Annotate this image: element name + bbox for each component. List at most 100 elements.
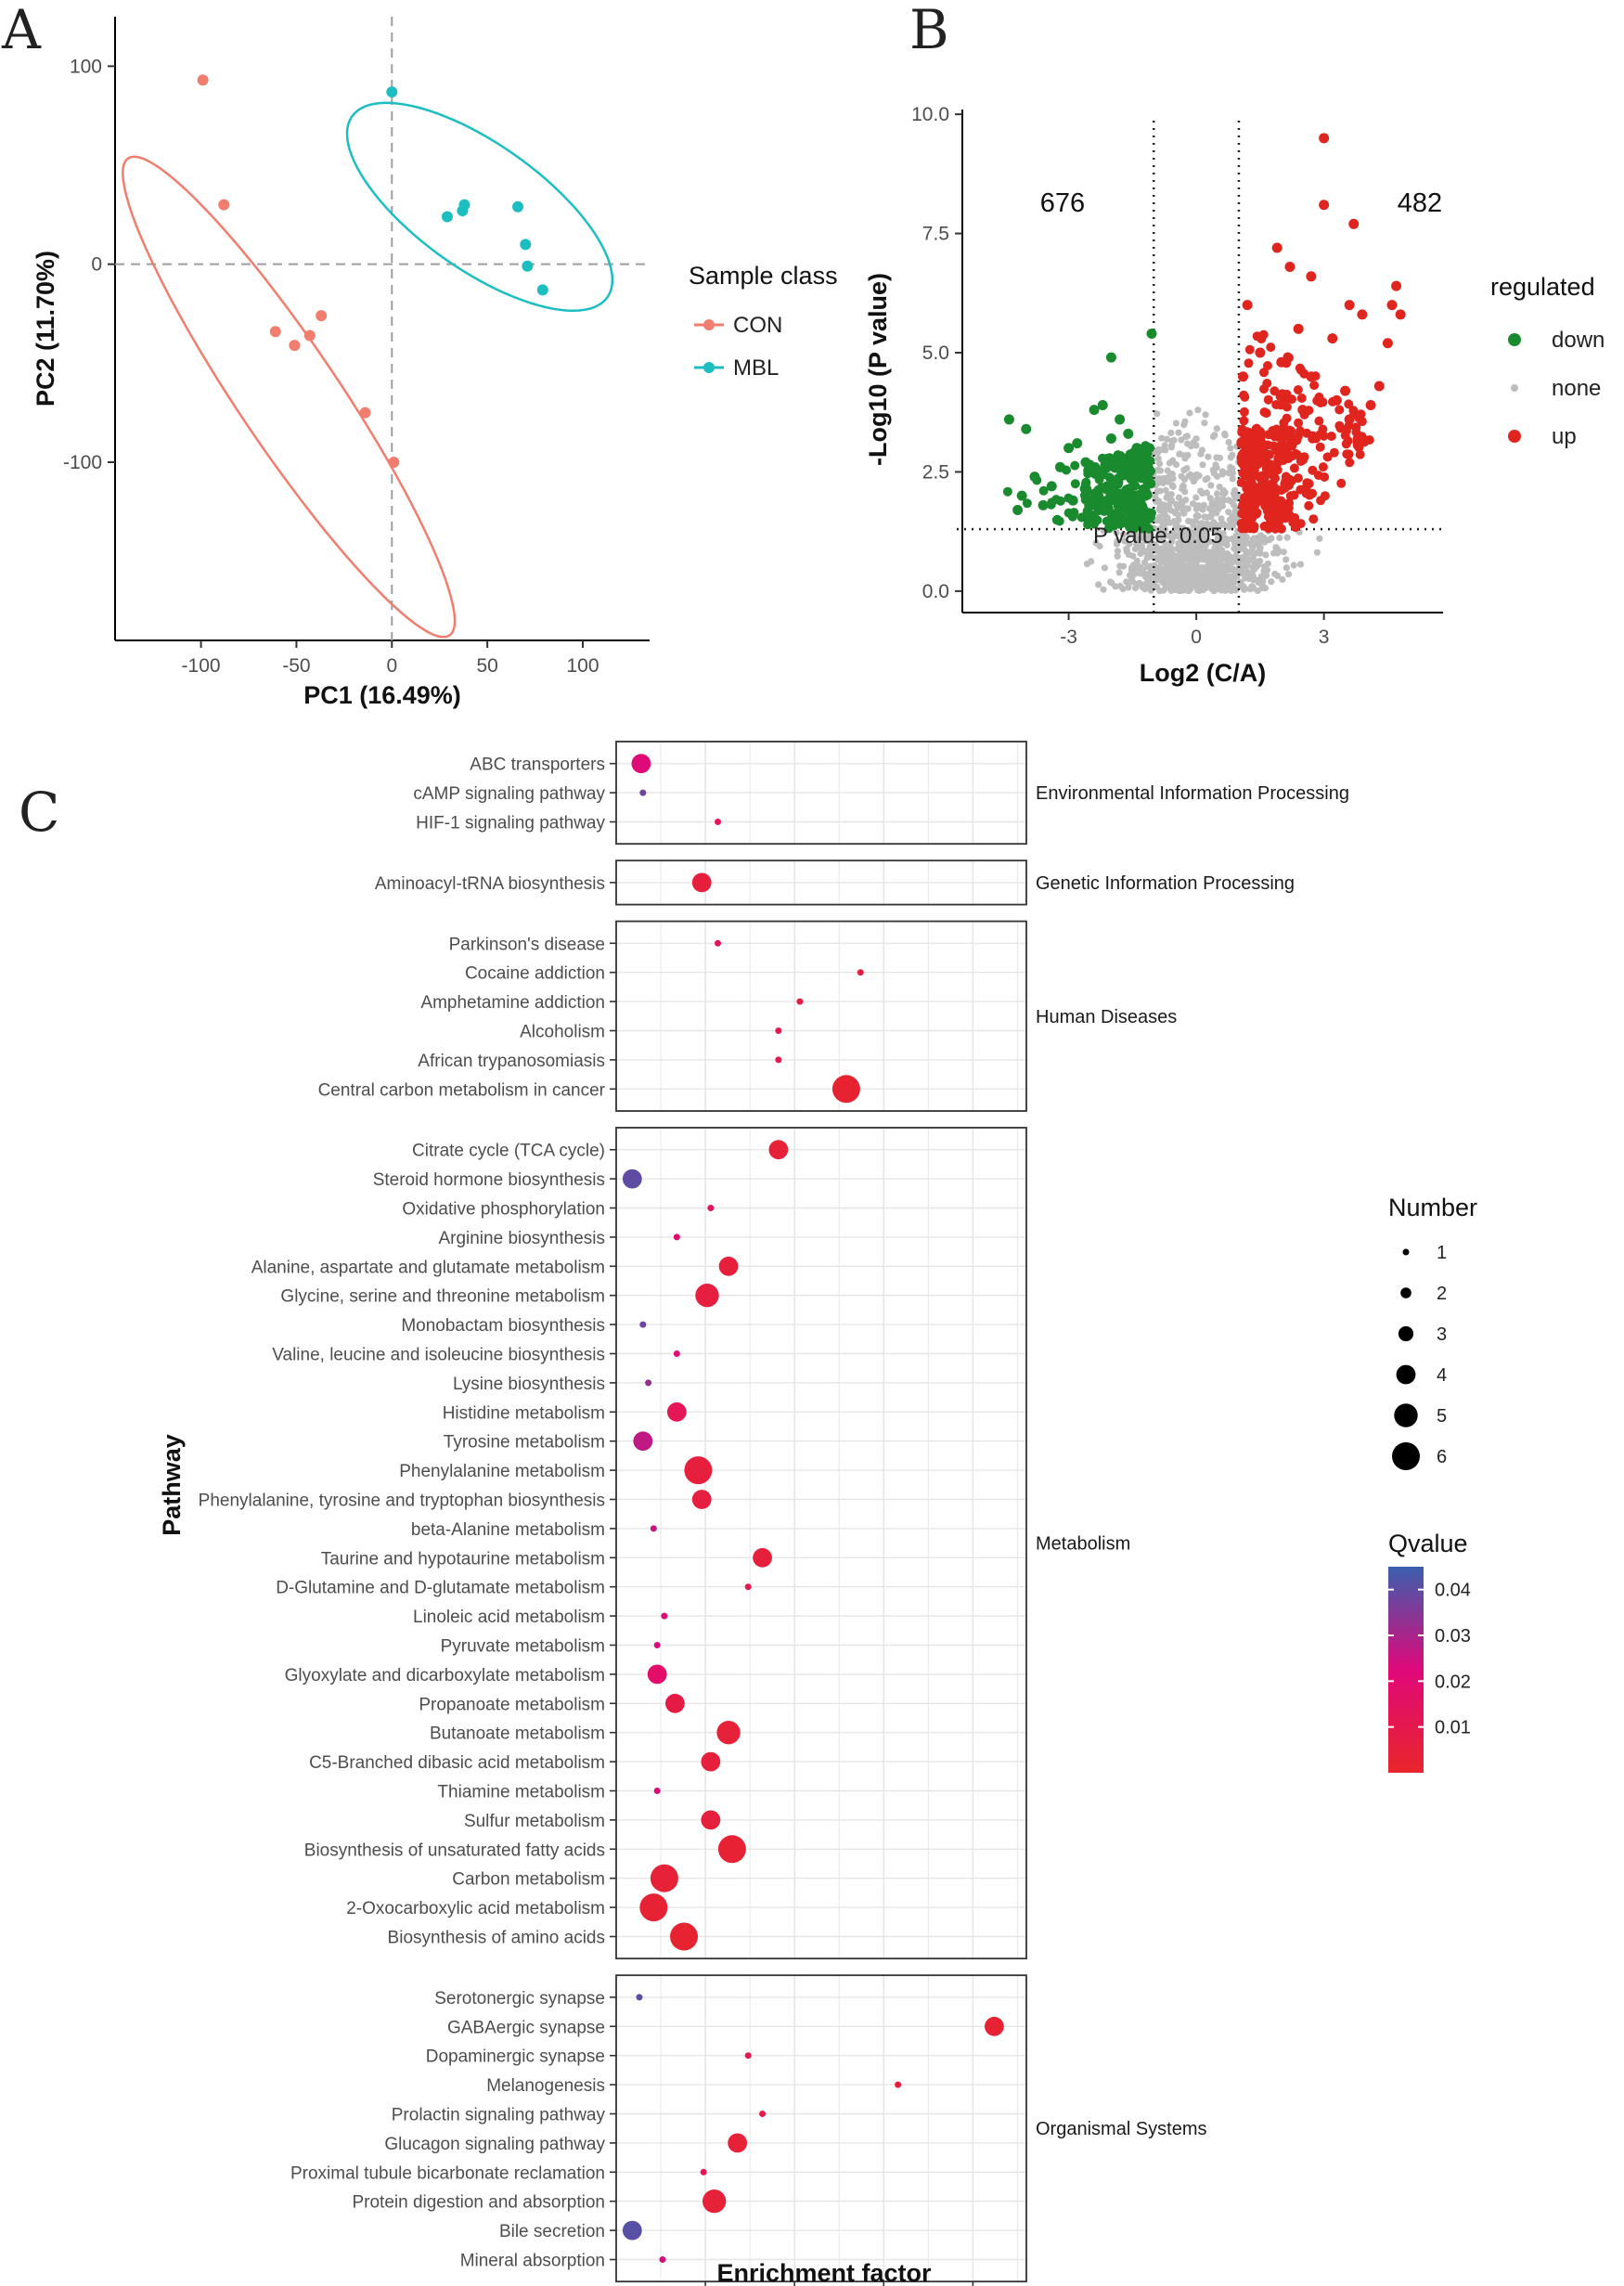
pathway-bubble: [728, 2133, 748, 2153]
volcano-point-none: [1200, 501, 1207, 509]
volcano-point-down: [1131, 443, 1142, 454]
volcano-point-none: [1268, 535, 1275, 542]
volcano-point-none: [1113, 540, 1121, 548]
pca-point-mbl: [520, 239, 532, 251]
volcano-point-none: [1205, 537, 1213, 546]
volcano-point-up: [1266, 489, 1276, 499]
volcano-point-up: [1293, 385, 1303, 394]
volcano-point-up: [1309, 381, 1320, 391]
volcano-point-down: [1085, 510, 1096, 521]
pathway-bubble: [691, 872, 712, 893]
volcano-point-none: [1253, 576, 1260, 584]
volcano-point-none: [1095, 581, 1102, 588]
pca-plot: -100 -50 0 50 100 -100 0 100 PC1 (16.49%) PC2 (…: [32, 17, 838, 709]
volcano-point-up: [1334, 405, 1345, 415]
pathway-bubble: [666, 1401, 687, 1422]
volcano-point-none: [1152, 493, 1159, 500]
size-legend-label: 3: [1437, 1324, 1447, 1345]
volcano-point-none: [1226, 516, 1233, 523]
pathway-bubble: [673, 1350, 680, 1357]
volcano-point-down: [1055, 496, 1065, 506]
volcano-point-up: [1277, 432, 1287, 442]
volcano-point-none: [1313, 549, 1321, 556]
volcano-point-none: [1231, 545, 1238, 552]
volcano-point-up: [1244, 462, 1255, 472]
size-legend-key: [1396, 1364, 1416, 1385]
volcano-point-up: [1259, 384, 1269, 394]
volcano-point-none: [1163, 541, 1170, 549]
volcano-point-up: [1340, 385, 1351, 396]
pathway-label: Pyruvate metabolism: [441, 1637, 605, 1657]
pathway-bubble: [702, 2189, 727, 2214]
volcano-point-none: [1121, 537, 1128, 545]
volcano-point-up: [1244, 344, 1255, 355]
pathway-label: Parkinson's disease: [449, 935, 605, 954]
volcano-point-none: [1114, 552, 1121, 560]
volcano-point-up: [1296, 394, 1307, 403]
facet-background-human-diseases: [616, 921, 1026, 1111]
volcano-point-up: [1263, 361, 1272, 370]
volcano-point-none: [1279, 575, 1286, 584]
volcano-point-none: [1171, 584, 1179, 591]
volcano-point-none: [1225, 438, 1232, 446]
volcano-point-none: [1208, 562, 1216, 570]
volcano-point-none: [1192, 442, 1200, 449]
size-legend-key: [1394, 1403, 1418, 1427]
volcano-point-none: [1192, 494, 1200, 501]
volcano-point-none: [1221, 489, 1229, 497]
volcano-point-up: [1391, 280, 1402, 291]
volcano-point-none: [1193, 565, 1201, 573]
volcano-point-up: [1322, 452, 1333, 462]
volcano-point-down: [1070, 460, 1080, 471]
pathway-bubble: [673, 1233, 680, 1241]
pca-y-tick-label: -100: [63, 452, 102, 473]
pathway-label: Glyoxylate and dicarboxylate metabolism: [285, 1666, 605, 1685]
pca-point-mbl: [536, 284, 548, 296]
volcano-y-tick-label: 7.5: [922, 224, 949, 245]
volcano-point-none: [1316, 535, 1323, 542]
volcano-point-none: [1254, 558, 1261, 565]
volcano-point-none: [1196, 546, 1204, 553]
pathway-label: Bile secretion: [499, 2222, 605, 2241]
volcano-y-tick-label: 2.5: [922, 461, 949, 483]
volcano-point-none: [1232, 587, 1240, 594]
volcano-point-up: [1281, 471, 1291, 482]
volcano-point-none: [1225, 509, 1232, 516]
pathway-bubble: [670, 1922, 699, 1951]
volcano-point-down: [1047, 497, 1057, 508]
pathway-bubble: [715, 819, 722, 825]
volcano-point-up: [1301, 482, 1311, 492]
volcano-point-none: [1198, 446, 1205, 454]
volcano-plot: -3 0 3 0.0 2.5 5.0 7.5 10.0 676 482 P value: 0.…: [864, 104, 1605, 687]
colorbar-tick-label: 0.02: [1435, 1672, 1471, 1692]
pathway-bubble: [639, 789, 647, 796]
volcano-point-none: [1194, 407, 1202, 414]
volcano-point-down: [1109, 494, 1119, 504]
volcano-point-none: [1274, 546, 1282, 553]
volcano-point-none: [1258, 584, 1267, 592]
pathway-bubble: [857, 969, 864, 976]
pathway-label: Oxidative phosphorylation: [402, 1200, 605, 1220]
volcano-point-down: [1087, 494, 1097, 504]
volcano-point-up: [1286, 426, 1296, 436]
volcano-point-up: [1273, 518, 1283, 528]
volcano-point-none: [1186, 409, 1193, 417]
volcano-point-none: [1282, 556, 1290, 563]
pathway-label: Cocaine addiction: [465, 964, 605, 984]
volcano-point-up: [1242, 491, 1252, 501]
volcano-point-up: [1295, 426, 1305, 436]
volcano-point-none: [1259, 577, 1267, 586]
volcano-point-none: [1223, 536, 1231, 543]
volcano-point-up: [1249, 523, 1259, 534]
volcano-point-none: [1123, 546, 1130, 553]
volcano-point-none: [1159, 478, 1166, 485]
volcano-point-none: [1198, 520, 1205, 527]
volcano-point-up: [1255, 347, 1266, 358]
volcano-point-none: [1262, 551, 1270, 559]
pathway-bubble: [775, 1027, 782, 1034]
volcano-point-up: [1247, 512, 1257, 523]
volcano-point-none: [1202, 525, 1209, 533]
volcano-point-up: [1259, 368, 1269, 378]
volcano-point-down: [1089, 405, 1100, 416]
pathway-label: Citrate cycle (TCA cycle): [412, 1142, 605, 1161]
